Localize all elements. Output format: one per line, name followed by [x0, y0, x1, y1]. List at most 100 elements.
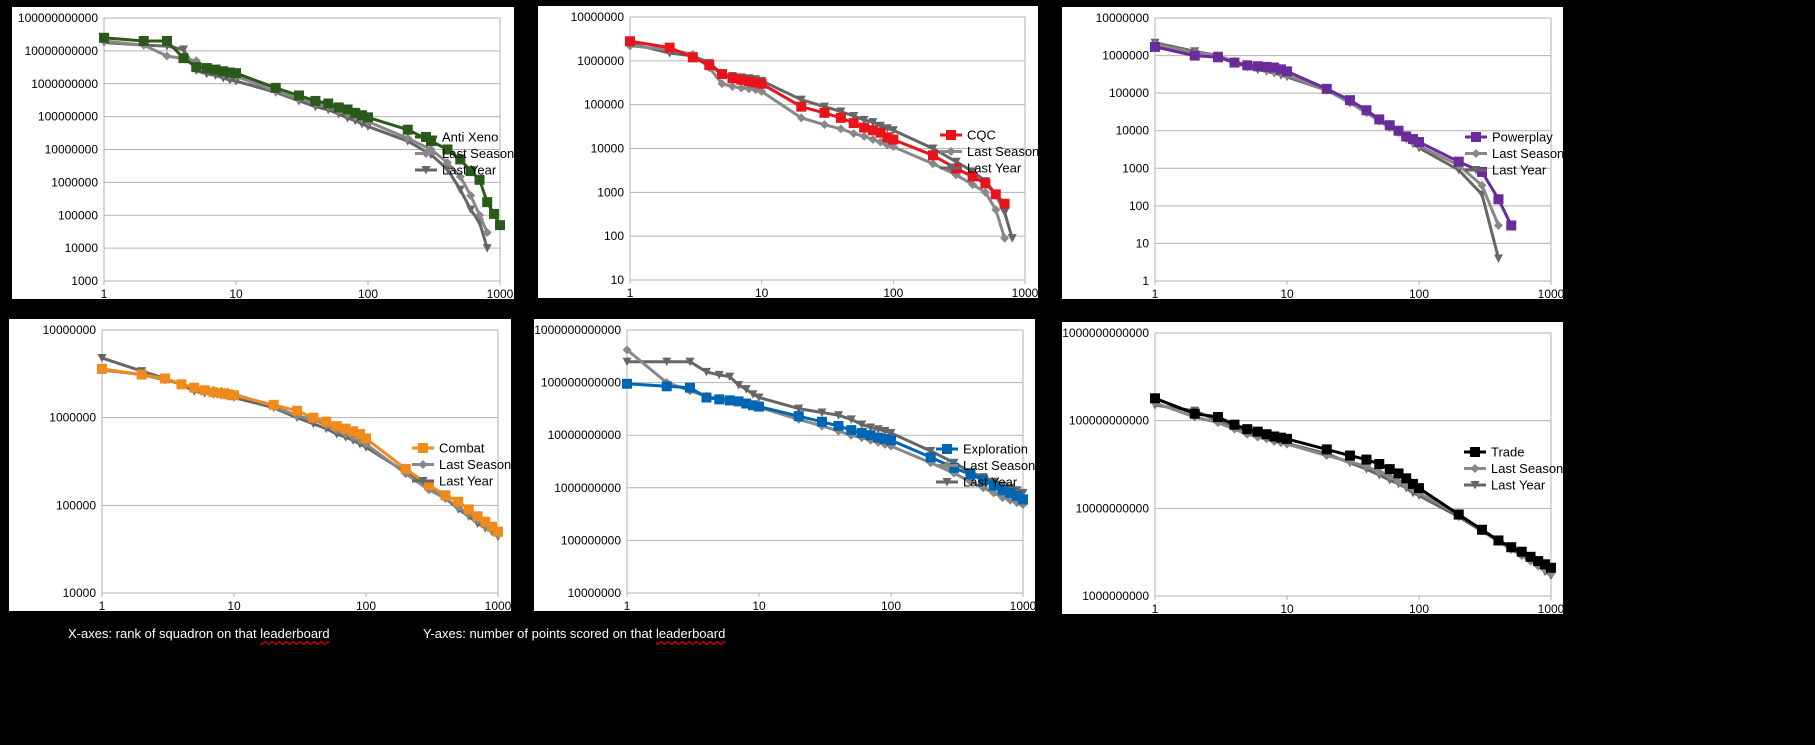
data-point: [817, 408, 827, 418]
data-point: [734, 381, 744, 390]
data-point: [661, 381, 672, 392]
data-point: [989, 488, 999, 498]
x-tick-label: 1: [627, 286, 634, 298]
data-point: [859, 115, 869, 125]
series-2: [625, 39, 1017, 243]
data-point: [1546, 569, 1556, 579]
legend-marker: [1470, 447, 1480, 457]
data-point: [725, 372, 735, 382]
data-point: [1407, 134, 1418, 145]
data-point: [794, 404, 804, 414]
y-tick-label: 10000000: [43, 323, 97, 337]
data-point: [1394, 477, 1404, 487]
data-point: [161, 35, 172, 46]
data-point: [1344, 450, 1355, 461]
data-point: [819, 120, 829, 130]
data-point: [965, 469, 976, 480]
data-point: [400, 463, 411, 474]
data-point: [928, 159, 938, 169]
data-point: [1374, 114, 1385, 125]
data-point: [229, 390, 239, 401]
chart-combat: 10000 100000 1000000 10000000 1 10 100 1000 Comb…: [43, 323, 511, 611]
data-point: [348, 426, 359, 437]
x-tick-label: 100: [881, 599, 901, 611]
legend-label: Last Year: [442, 163, 497, 178]
legend-marker: [942, 461, 952, 470]
series-line: [1154, 401, 1552, 575]
data-point: [466, 190, 476, 200]
data-point: [1005, 487, 1016, 498]
data-point: [1261, 429, 1272, 440]
data-point: [176, 379, 187, 390]
data-point: [743, 76, 754, 87]
x-axes-caption: X-axes: rank of squadron on that leaderb…: [68, 626, 330, 641]
y-tick-label: 1000000: [1102, 49, 1149, 63]
y-tick-label: 1: [1142, 274, 1149, 288]
data-point: [361, 433, 371, 444]
data-point: [733, 396, 744, 407]
data-point: [886, 429, 896, 438]
data-point: [741, 398, 752, 409]
data-point: [1407, 478, 1418, 489]
data-point: [1000, 233, 1010, 243]
grid: [104, 17, 500, 282]
data-point: [1476, 166, 1487, 177]
data-point: [835, 112, 846, 123]
data-point: [816, 416, 827, 427]
y-tick-label: 1000000000: [554, 481, 621, 495]
plot-frame: [1154, 332, 1552, 597]
data-point: [482, 227, 492, 237]
data-point: [1275, 64, 1286, 75]
y-tick-label: 100: [1129, 199, 1149, 213]
data-point: [622, 345, 632, 355]
data-point: [664, 42, 675, 53]
data-point: [1011, 490, 1022, 501]
data-point: [222, 389, 233, 400]
y-tick-label: 1000000000000: [1062, 326, 1149, 340]
chart-panel-exploration: 10000000 100000000 1000000000 10000000000 10…: [534, 319, 1035, 611]
data-point: [701, 367, 711, 377]
series-0: [1150, 41, 1517, 231]
y-tick-label: 100000000000: [18, 11, 98, 25]
data-point: [340, 423, 351, 434]
data-point: [1344, 95, 1355, 106]
data-point: [363, 122, 373, 132]
data-point: [472, 511, 483, 522]
x-tick-label: 10: [229, 287, 243, 299]
y-tick-label: 100000000000: [541, 376, 621, 390]
data-point: [1374, 459, 1385, 470]
data-point: [998, 493, 1008, 503]
data-point: [270, 82, 281, 93]
data-point: [423, 480, 434, 491]
data-point: [868, 135, 878, 145]
y-axes-caption-word: leaderboard: [655, 626, 726, 641]
data-point: [736, 83, 746, 93]
series-0: [622, 378, 1028, 505]
data-point: [756, 78, 767, 89]
legend-marker: [418, 460, 428, 469]
x-tick-label: 10: [752, 599, 766, 611]
y-axes-caption-prefix: Y-axes: number of points scored on that: [423, 626, 656, 641]
data-point: [701, 392, 712, 403]
y-tick-label: 1000000000: [1082, 589, 1149, 603]
data-point: [1212, 412, 1223, 423]
y-tick-label: 100000: [56, 498, 96, 512]
data-point: [727, 81, 737, 91]
y-tick-label: 1000000000: [31, 77, 98, 91]
data-point: [1453, 509, 1464, 520]
data-point: [846, 415, 856, 424]
data-point: [1275, 432, 1286, 443]
data-point: [714, 394, 725, 405]
data-point: [836, 124, 846, 134]
data-point: [662, 357, 672, 367]
y-tick-label: 1000000: [49, 411, 96, 425]
data-point: [873, 432, 884, 443]
legend-label: Last Season: [967, 144, 1038, 159]
series-line: [1154, 42, 1500, 227]
data-point: [210, 64, 221, 75]
x-tick-label: 1: [1152, 287, 1159, 299]
x-axes-caption-word: leaderboard: [260, 626, 330, 641]
data-point: [1252, 426, 1263, 437]
